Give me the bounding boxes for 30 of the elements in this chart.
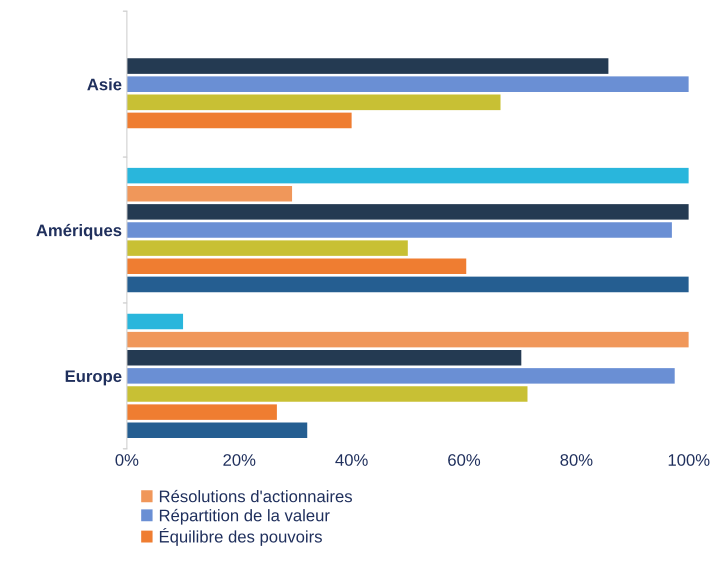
bar bbox=[126, 422, 308, 438]
bar bbox=[126, 186, 292, 202]
x-tick-label: 20% bbox=[223, 454, 256, 466]
y-tick-label: Amériques bbox=[36, 224, 122, 240]
bar bbox=[126, 240, 408, 256]
legend-label: Équilibre des pouvoirs bbox=[160, 528, 322, 546]
bar bbox=[126, 258, 466, 274]
bar bbox=[126, 112, 352, 128]
bar bbox=[126, 76, 689, 92]
x-tick-label: 40% bbox=[335, 454, 368, 466]
bar bbox=[126, 350, 522, 366]
x-tick-label: 100% bbox=[668, 454, 710, 466]
legend-label: Résolutions d'actionnaires bbox=[160, 490, 352, 502]
bar bbox=[126, 204, 689, 220]
bar bbox=[126, 168, 689, 184]
bar bbox=[126, 94, 501, 110]
x-tick-label: 0% bbox=[115, 454, 138, 466]
bar bbox=[126, 314, 184, 330]
bar bbox=[126, 404, 277, 420]
bar bbox=[126, 276, 689, 292]
y-tick-label: Europe bbox=[66, 370, 122, 386]
x-tick-label: 80% bbox=[560, 454, 592, 466]
bar bbox=[126, 222, 672, 238]
y-tick-label: Asie bbox=[87, 78, 122, 90]
bar bbox=[126, 58, 608, 74]
x-tick-label: 60% bbox=[448, 454, 480, 466]
bar bbox=[126, 332, 689, 348]
bar bbox=[126, 368, 675, 384]
legend-label: Répartition de la valeur bbox=[160, 508, 330, 525]
bar bbox=[126, 386, 528, 402]
